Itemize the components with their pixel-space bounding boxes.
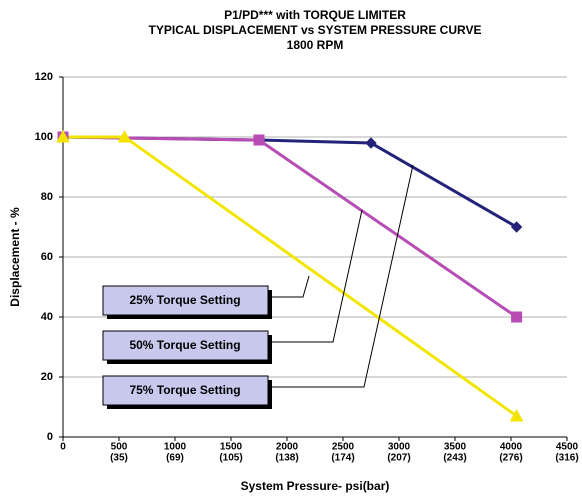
x-tick-sublabel: (35) bbox=[110, 453, 128, 464]
x-tick-sublabel: (138) bbox=[275, 453, 298, 464]
x-tick-sublabel: (276) bbox=[499, 453, 522, 464]
annotation-text: 25% Torque Setting bbox=[129, 293, 240, 307]
leader-line bbox=[268, 275, 310, 298]
x-tick-label: 2000 bbox=[276, 442, 299, 453]
x-tick-label: 3000 bbox=[388, 442, 411, 453]
x-tick-label: 2500 bbox=[332, 442, 355, 453]
x-tick-label: 4500 bbox=[556, 442, 579, 453]
chart-title: TYPICAL DISPLACEMENT vs SYSTEM PRESSURE … bbox=[149, 23, 482, 37]
series-line bbox=[63, 135, 518, 418]
x-tick-sublabel: (105) bbox=[219, 453, 242, 464]
point bbox=[510, 221, 523, 233]
chart-title: P1/PD*** with TORQUE LIMITER bbox=[224, 8, 406, 22]
x-tick-sublabel: (69) bbox=[166, 453, 184, 464]
annotation-box bbox=[102, 330, 269, 361]
x-tick-label: 4000 bbox=[500, 442, 523, 453]
point bbox=[511, 311, 523, 323]
x-tick-label: 3500 bbox=[444, 442, 467, 453]
y-tick-label: 100 bbox=[35, 131, 53, 143]
chart-title: 1800 RPM bbox=[287, 38, 344, 52]
series-line bbox=[62, 135, 518, 229]
annotation-text: 75% Torque Setting bbox=[129, 383, 240, 397]
x-tick-sublabel: (207) bbox=[387, 453, 410, 464]
annotation-text: 50% Torque Setting bbox=[129, 338, 240, 352]
x-tick-label: 1000 bbox=[164, 442, 187, 453]
x-tick-sublabel: (243) bbox=[443, 453, 466, 464]
y-tick-label: 80 bbox=[41, 191, 53, 203]
y-tick-label: 120 bbox=[35, 71, 53, 83]
x-tick-label: 1500 bbox=[220, 442, 243, 453]
point bbox=[253, 134, 265, 146]
y-tick-label: 0 bbox=[47, 431, 53, 443]
point bbox=[56, 129, 70, 143]
point bbox=[365, 137, 377, 149]
leader-line bbox=[268, 209, 363, 343]
point bbox=[117, 129, 132, 143]
y-axis-label: Displacement - % bbox=[8, 207, 22, 307]
annotation-box bbox=[102, 285, 269, 316]
point bbox=[509, 408, 524, 422]
annotation-box bbox=[102, 375, 269, 406]
x-axis-label: System Pressure- psi(bar) bbox=[241, 479, 390, 493]
y-tick-label: 40 bbox=[41, 311, 53, 323]
x-tick-label: 500 bbox=[111, 442, 128, 453]
x-tick-sublabel: (316) bbox=[555, 453, 578, 464]
x-tick-sublabel: (174) bbox=[331, 453, 354, 464]
leader-line bbox=[268, 164, 414, 388]
y-tick-label: 20 bbox=[41, 371, 53, 383]
y-tick-label: 60 bbox=[41, 251, 53, 263]
x-tick-label: 0 bbox=[60, 442, 66, 453]
